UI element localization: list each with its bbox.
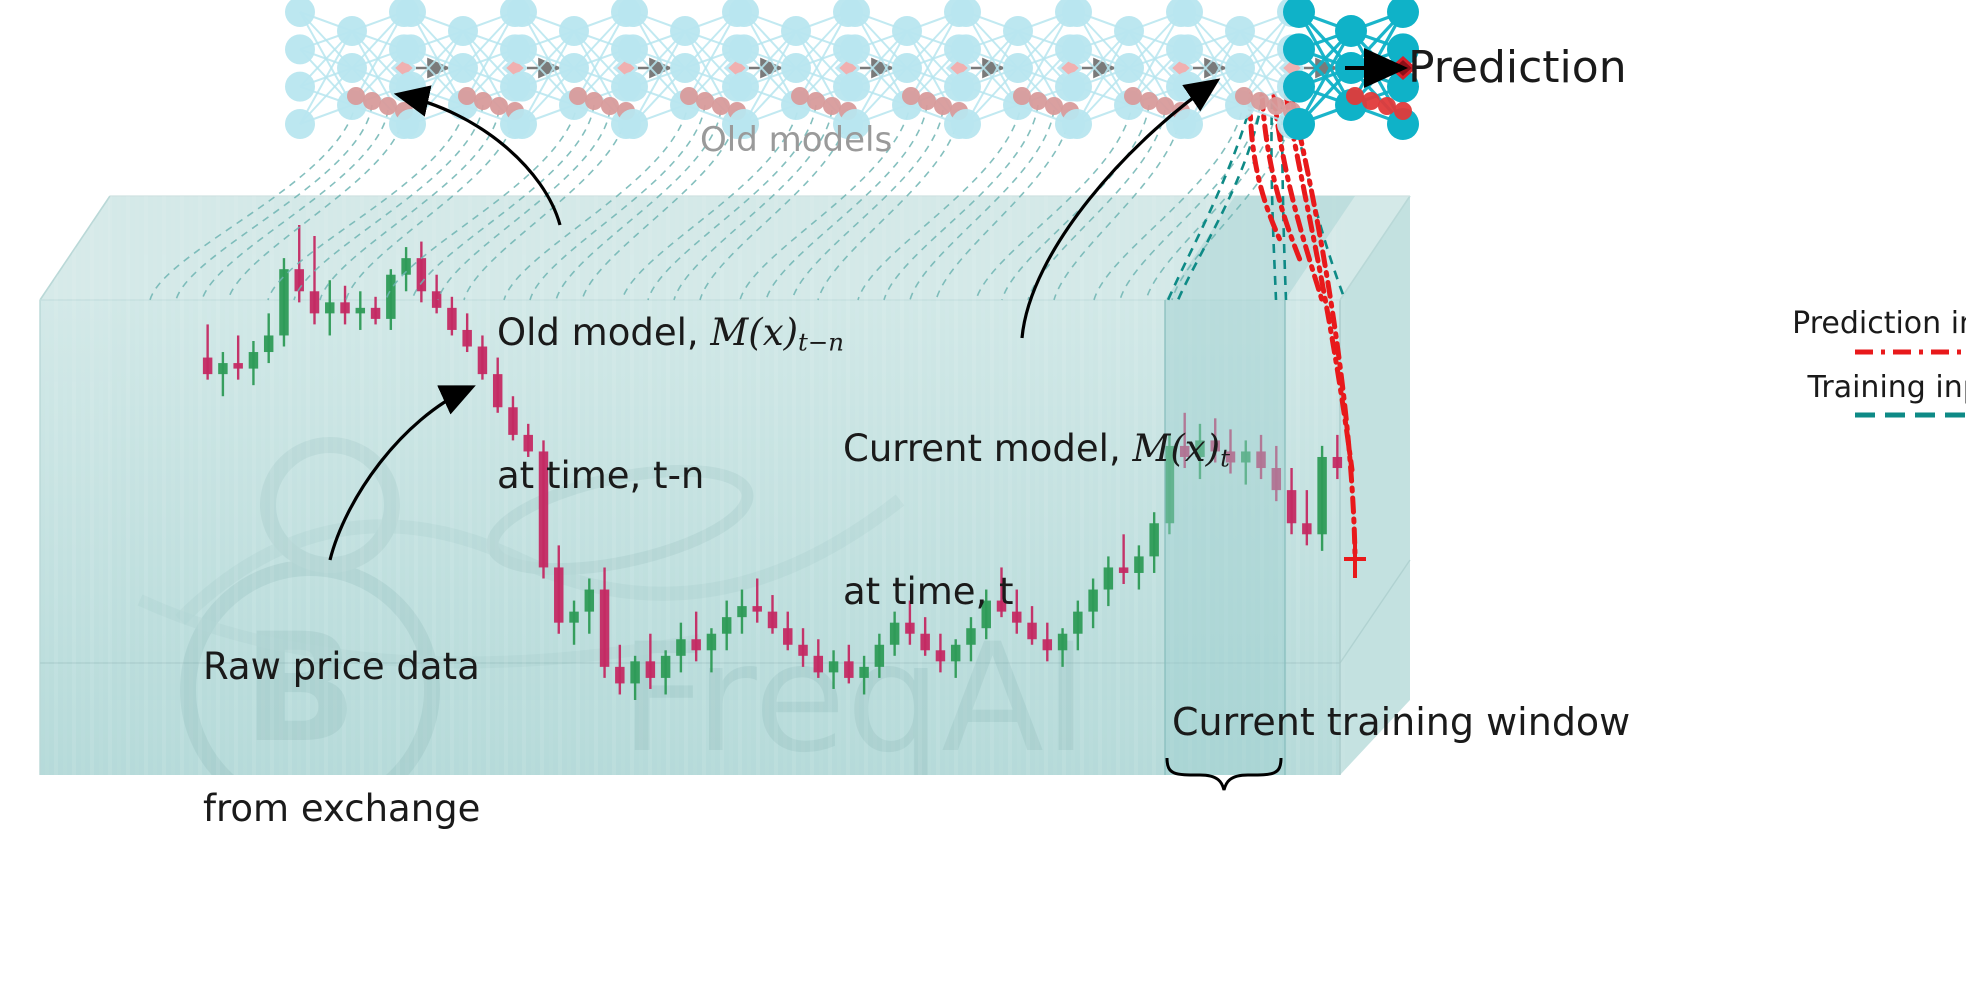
current-model-annotation-line2: at time, t (843, 570, 1014, 614)
legend-label-training-input: Training input (1807, 370, 1966, 405)
old-models-label: Old models (700, 120, 893, 160)
current-model-annotation-line1: Current model, M(x)t (843, 426, 1230, 473)
prediction-label: Prediction (1408, 42, 1627, 93)
raw-price-line2: from exchange (203, 786, 481, 830)
old-model-annotation-line2: at time, t-n (497, 454, 705, 498)
raw-price-data-annotation: Raw price data from exchange (203, 548, 480, 927)
old-model-annotation: Old model, M(x)t−n at time, t-n (497, 214, 844, 594)
current-training-window-label: Current training window (1172, 700, 1631, 744)
raw-price-line1: Raw price data (203, 644, 480, 688)
legend-label-prediction-input: Prediction input (1792, 306, 1966, 341)
old-model-annotation-line1: Old model, M(x)t−n (497, 310, 845, 357)
current-model-annotation: Current model, M(x)t at time, t (843, 330, 1230, 710)
